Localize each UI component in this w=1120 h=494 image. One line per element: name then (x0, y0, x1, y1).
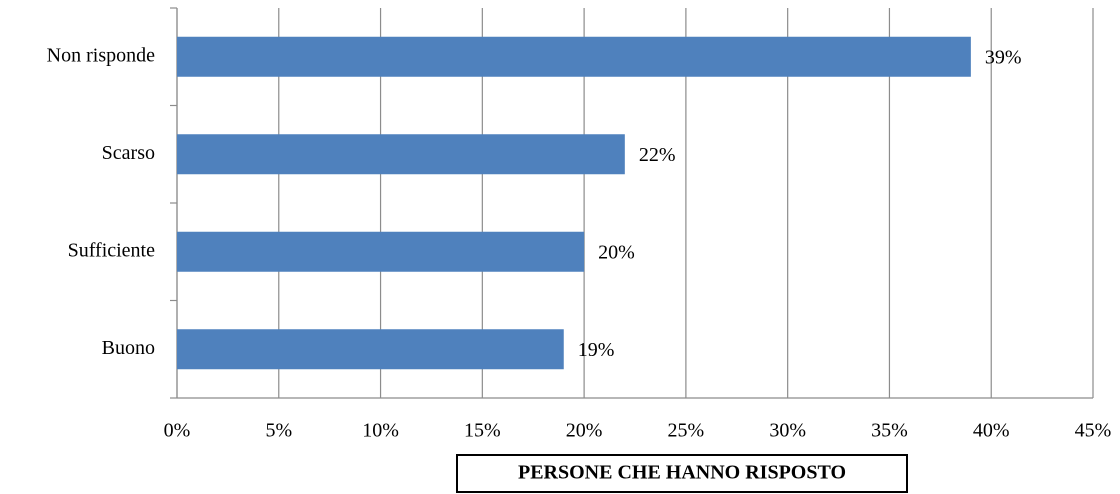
data-label: 39% (985, 46, 1022, 68)
x-tick-label: 20% (566, 420, 603, 442)
data-label: 20% (598, 241, 635, 263)
x-tick-label: 10% (362, 420, 399, 442)
bar (177, 36, 971, 77)
x-tick-label: 30% (769, 420, 806, 442)
bar (177, 134, 625, 175)
x-tick-label: 45% (1075, 420, 1112, 442)
bar (177, 329, 564, 370)
y-tick-label: Buono (102, 337, 155, 359)
y-tick-label: Sufficiente (68, 239, 156, 261)
data-label: 19% (578, 339, 615, 361)
x-tick-label: 15% (464, 420, 501, 442)
x-tick-label: 40% (973, 420, 1010, 442)
y-tick-label: Scarso (102, 142, 155, 164)
x-tick-label: 35% (871, 420, 908, 442)
x-tick-label: 0% (164, 420, 191, 442)
bar (177, 231, 585, 272)
y-tick-label: Non risponde (47, 44, 155, 66)
axis-title-box (456, 454, 908, 493)
x-tick-label: 25% (668, 420, 705, 442)
x-tick-label: 5% (265, 420, 292, 442)
data-label: 22% (639, 144, 676, 166)
x-axis-title: PERSONE CHE HANNO RISPOSTO (518, 462, 846, 484)
